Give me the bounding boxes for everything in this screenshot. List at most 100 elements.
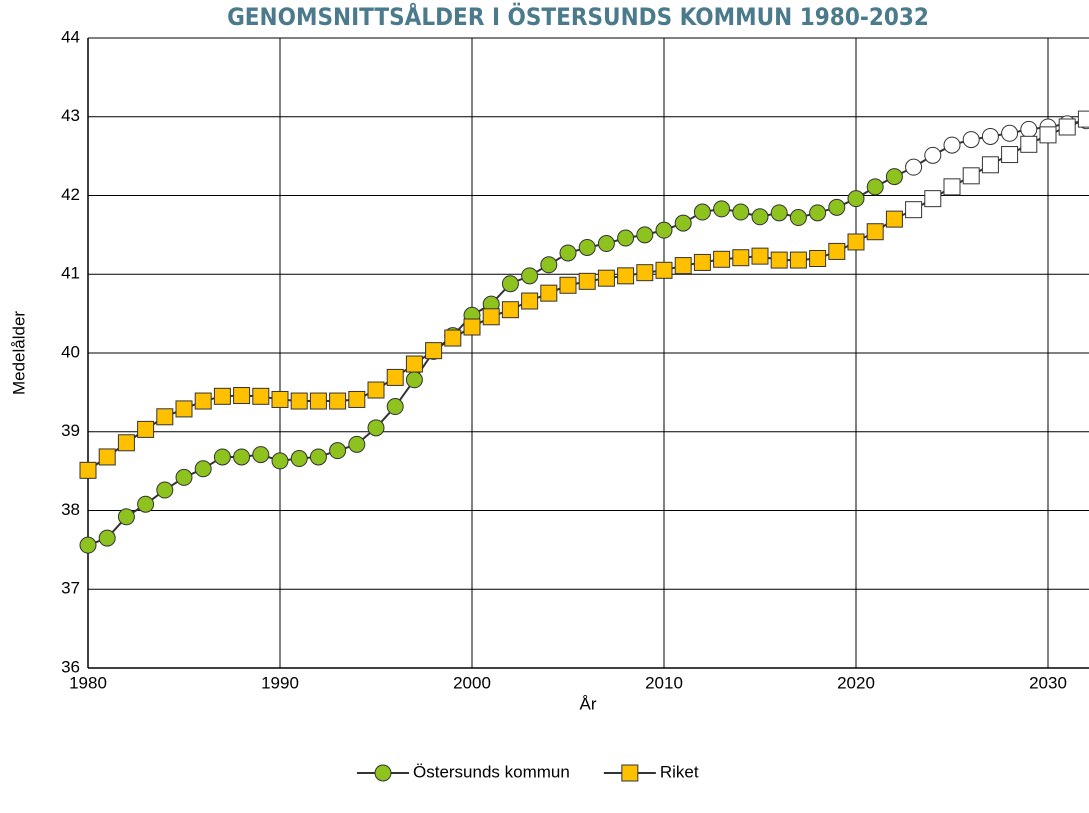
x-axis-label: År	[580, 694, 597, 713]
marker	[789, 251, 807, 269]
legend-marker	[621, 764, 639, 782]
y-tick-label: 38	[61, 500, 80, 519]
marker	[79, 536, 97, 554]
marker	[943, 178, 961, 196]
marker	[367, 381, 385, 399]
marker	[444, 329, 462, 347]
marker	[348, 390, 366, 408]
marker	[847, 233, 865, 251]
marker	[309, 448, 327, 466]
marker	[252, 387, 270, 405]
marker	[98, 529, 116, 547]
x-tick-label: 2000	[453, 673, 491, 692]
y-tick-label: 43	[61, 106, 80, 125]
marker	[751, 208, 769, 226]
marker	[713, 250, 731, 268]
marker	[175, 400, 193, 418]
marker	[233, 448, 251, 466]
marker	[559, 276, 577, 294]
marker	[98, 448, 116, 466]
y-tick-label: 40	[61, 342, 80, 361]
marker	[732, 203, 750, 221]
series-line	[87, 118, 1087, 472]
marker	[213, 387, 231, 405]
marker	[405, 371, 423, 389]
legend-label: Östersunds kommun	[413, 762, 570, 781]
marker	[828, 198, 846, 216]
legend-marker	[374, 764, 392, 782]
marker	[367, 419, 385, 437]
marker	[1039, 126, 1057, 144]
marker	[770, 251, 788, 269]
marker	[521, 292, 539, 310]
marker	[828, 242, 846, 260]
marker	[329, 442, 347, 460]
marker	[674, 257, 692, 275]
marker	[770, 204, 788, 222]
marker	[655, 221, 673, 239]
marker	[213, 448, 231, 466]
x-tick-label: 2010	[645, 673, 683, 692]
marker	[271, 452, 289, 470]
y-tick-label: 41	[61, 264, 80, 283]
marker	[885, 210, 903, 228]
marker	[617, 267, 635, 285]
marker	[924, 146, 942, 164]
marker	[117, 434, 135, 452]
marker	[290, 392, 308, 410]
marker	[194, 460, 212, 478]
marker	[866, 178, 884, 196]
marker	[1001, 146, 1019, 164]
legend-label: Riket	[660, 762, 699, 781]
marker	[597, 235, 615, 253]
marker	[348, 435, 366, 453]
marker	[713, 200, 731, 218]
marker	[981, 127, 999, 145]
marker	[847, 190, 865, 208]
y-tick-label: 44	[61, 27, 80, 46]
marker	[175, 468, 193, 486]
marker	[905, 201, 923, 219]
x-tick-label: 1980	[69, 673, 107, 692]
marker	[905, 158, 923, 176]
marker	[329, 392, 347, 410]
marker	[117, 508, 135, 526]
y-tick-label: 42	[61, 185, 80, 204]
marker	[578, 272, 596, 290]
marker	[386, 368, 404, 386]
marker	[924, 190, 942, 208]
marker	[233, 387, 251, 405]
marker	[309, 392, 327, 410]
marker	[521, 267, 539, 285]
marker	[482, 308, 500, 326]
x-tick-label: 2030	[1029, 673, 1067, 692]
series-line	[87, 119, 1087, 547]
marker	[617, 229, 635, 247]
x-tick-label: 1990	[261, 673, 299, 692]
y-tick-label: 37	[61, 579, 80, 598]
marker	[252, 446, 270, 464]
marker	[693, 253, 711, 271]
marker	[405, 355, 423, 373]
marker	[981, 156, 999, 174]
marker	[1020, 120, 1038, 138]
marker	[597, 269, 615, 287]
marker	[962, 167, 980, 185]
marker	[789, 209, 807, 227]
marker	[463, 318, 481, 336]
marker	[156, 481, 174, 499]
y-tick-label: 39	[61, 421, 80, 440]
marker	[501, 301, 519, 319]
marker	[501, 275, 519, 293]
marker	[194, 392, 212, 410]
marker	[425, 342, 443, 360]
y-tick-label: 36	[61, 657, 80, 676]
marker	[732, 249, 750, 267]
marker	[1058, 118, 1076, 136]
chart-title: GENOMSNITTSÅLDER I ÖSTERSUNDS KOMMUN 198…	[227, 1, 929, 31]
marker	[885, 168, 903, 186]
marker	[866, 223, 884, 241]
y-axis-label: Medelålder	[9, 311, 28, 395]
marker	[137, 495, 155, 513]
